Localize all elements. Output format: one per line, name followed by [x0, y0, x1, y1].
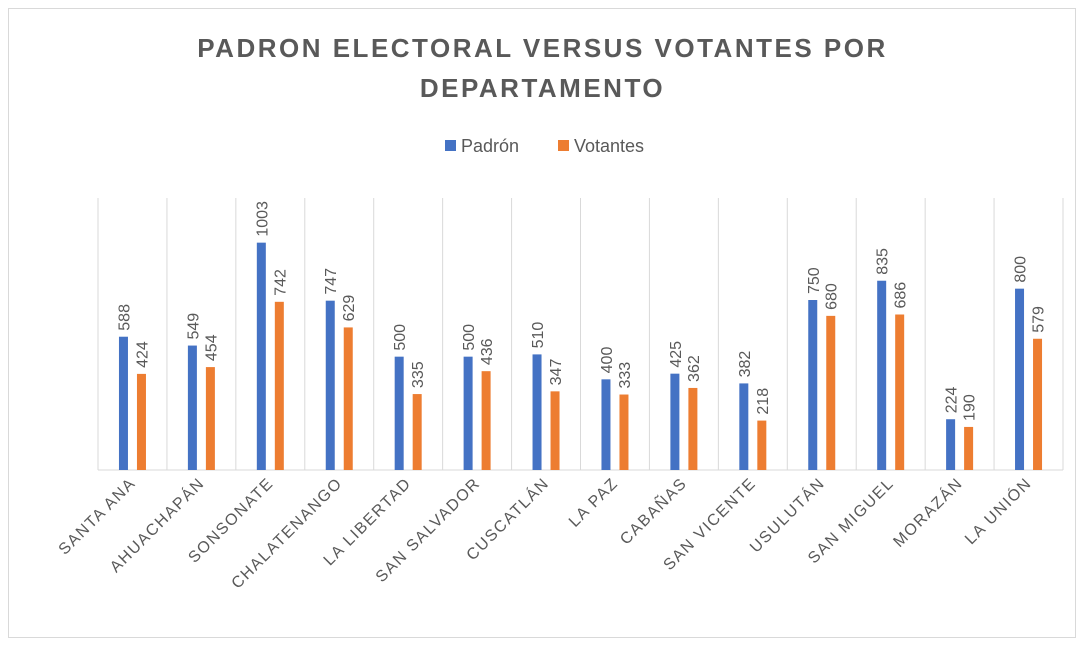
bar	[343, 327, 353, 470]
data-label: 436	[479, 338, 496, 365]
x-tick-label: LA PAZ	[566, 475, 622, 531]
data-label: 500	[392, 324, 409, 351]
bar	[394, 356, 404, 470]
bar	[1033, 338, 1043, 470]
data-label: 1003	[254, 201, 271, 237]
data-label: 500	[461, 324, 478, 351]
data-label: 335	[410, 361, 427, 388]
data-label: 224	[944, 386, 961, 413]
bar	[1015, 288, 1025, 470]
data-label: 424	[134, 341, 151, 368]
x-tick-label: MORAZÁN	[889, 473, 966, 550]
data-label: 347	[548, 359, 565, 386]
data-label: 686	[893, 282, 910, 309]
bar	[688, 387, 698, 470]
bar	[481, 371, 491, 470]
bar	[325, 300, 335, 470]
data-label: 510	[530, 322, 547, 349]
data-label: 549	[185, 313, 202, 340]
data-label: 742	[272, 269, 289, 296]
legend-swatch	[558, 140, 569, 151]
data-label: 629	[341, 295, 358, 322]
bar	[463, 356, 473, 470]
legend-label: Padrón	[461, 136, 519, 156]
bar	[187, 345, 197, 470]
bar	[550, 391, 560, 470]
data-label: 400	[599, 347, 616, 374]
data-label: 750	[806, 267, 823, 294]
data-label: 835	[875, 248, 892, 275]
chart-frame	[8, 8, 1076, 638]
bar	[808, 300, 818, 470]
x-tick-label: CABAÑAS	[615, 473, 691, 549]
bar	[739, 383, 749, 470]
bar	[877, 280, 887, 470]
legend-label: Votantes	[574, 136, 644, 156]
data-label: 362	[686, 355, 703, 382]
bar	[619, 394, 629, 470]
data-label: 800	[1013, 256, 1030, 283]
data-label: 333	[617, 362, 634, 389]
data-label: 588	[116, 304, 133, 331]
bar	[274, 301, 284, 470]
data-label: 454	[203, 334, 220, 361]
chart-title: PADRON ELECTORAL VERSUS VOTANTES POR DEP…	[197, 33, 888, 103]
bar	[946, 419, 956, 470]
bar	[412, 394, 422, 470]
data-label: 190	[962, 394, 979, 421]
data-label: 218	[755, 388, 772, 415]
data-label: 425	[668, 341, 685, 368]
bar	[895, 314, 905, 470]
bar	[757, 420, 767, 470]
bar	[205, 367, 215, 470]
bar	[670, 373, 680, 470]
bar	[256, 242, 266, 470]
bar	[136, 373, 146, 470]
data-label: 680	[824, 283, 841, 310]
legend-swatch	[445, 140, 456, 151]
bar	[964, 426, 974, 470]
data-label: 747	[323, 268, 340, 295]
data-label: 382	[737, 351, 754, 378]
bar	[532, 354, 542, 470]
bar	[601, 379, 611, 470]
data-label: 579	[1031, 306, 1048, 333]
bar	[826, 315, 836, 470]
bar	[118, 336, 128, 470]
x-tick-label: LA UNIÓN	[961, 473, 1036, 548]
